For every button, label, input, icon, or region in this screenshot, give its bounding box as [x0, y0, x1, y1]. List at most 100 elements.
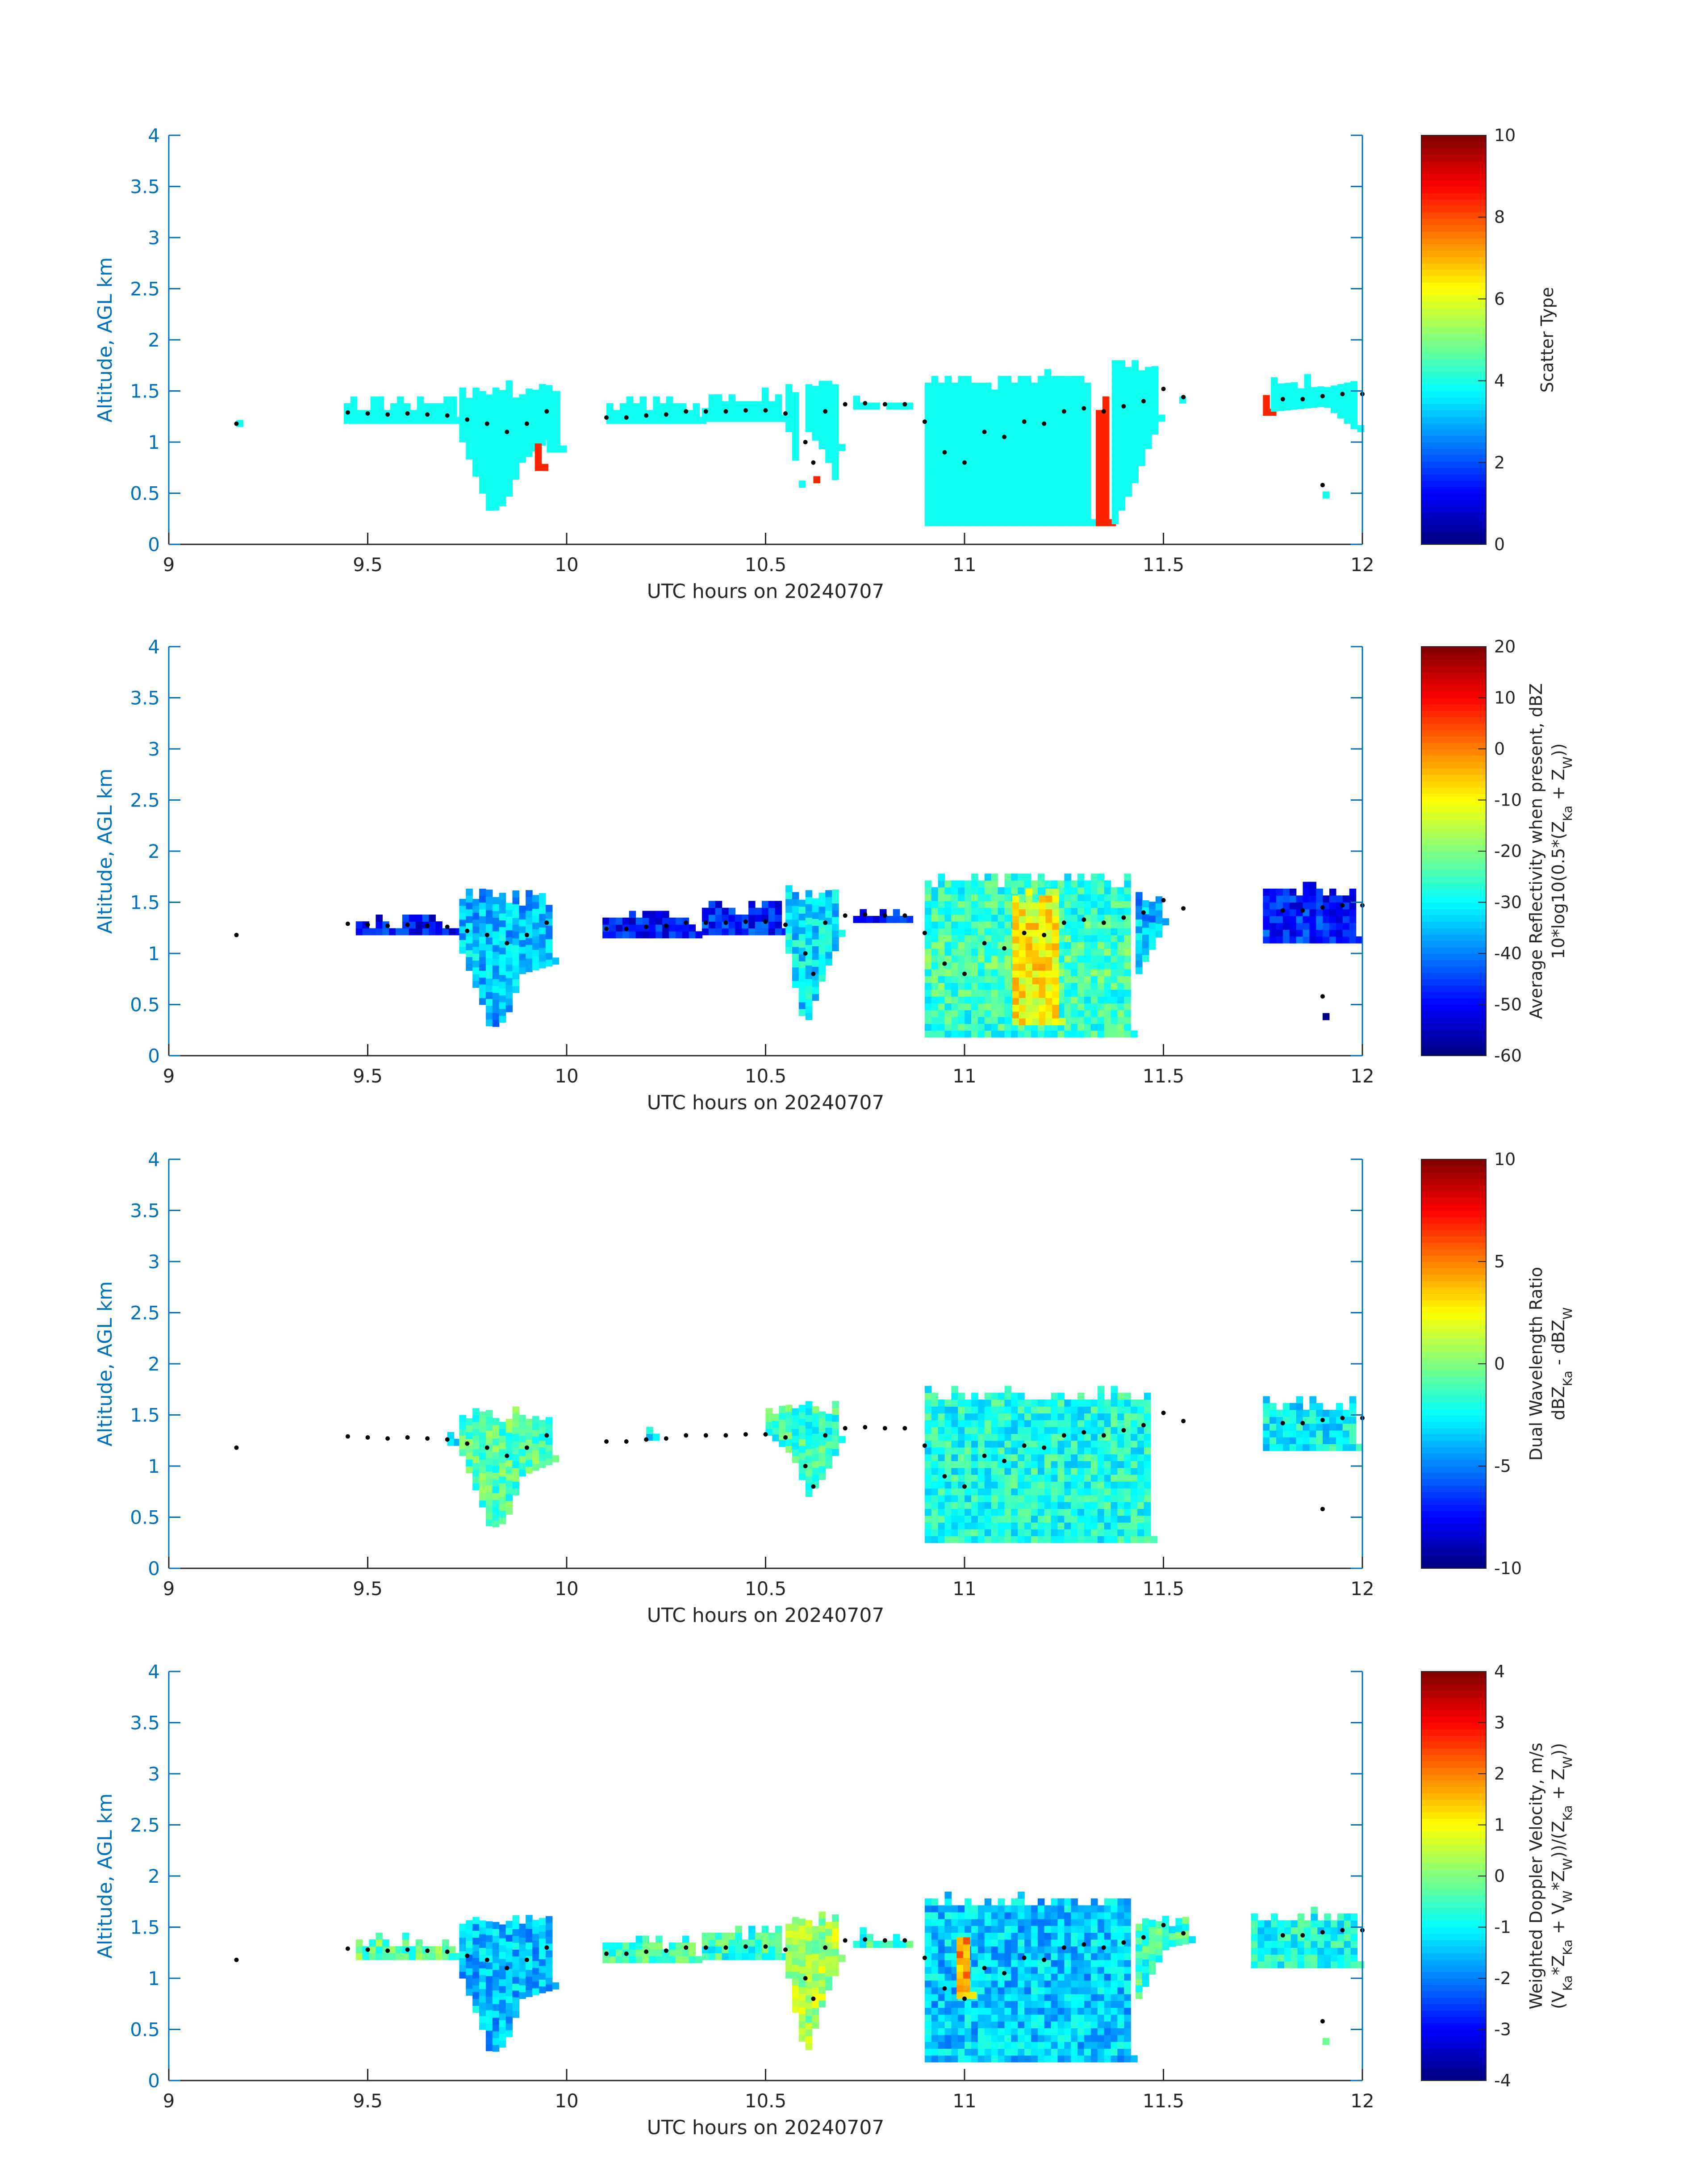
heatmap-cell	[1019, 970, 1026, 978]
heatmap-cell	[1064, 464, 1071, 472]
heatmap-cell	[1270, 929, 1277, 937]
heatmap-cell	[653, 396, 660, 404]
heatmap-cell	[977, 1017, 985, 1024]
heatmap-cell	[545, 953, 553, 960]
heatmap-cell	[924, 485, 932, 492]
heatmap-cell	[938, 478, 945, 485]
heatmap-cell	[519, 1944, 526, 1951]
heatmap-cell	[832, 930, 839, 938]
heatmap-cell	[951, 1392, 958, 1400]
heatmap-cell	[792, 419, 799, 427]
heatmap-cell	[499, 458, 506, 465]
heatmap-cell	[1331, 392, 1338, 400]
heatmap-cell	[924, 1024, 932, 1031]
heatmap-cell	[539, 1420, 546, 1427]
heatmap-cell	[924, 1495, 932, 1502]
heatmap-cell	[1138, 445, 1145, 453]
heatmap-cell	[1144, 1400, 1151, 1407]
colorbar-step	[1421, 192, 1486, 200]
heatmap-cell	[1117, 1536, 1124, 1543]
heatmap-cell	[984, 1392, 992, 1400]
heatmap-cell	[1118, 455, 1125, 463]
heatmap-cell	[479, 459, 486, 467]
heatmap-cell	[1004, 430, 1011, 438]
heatmap-cell	[971, 2021, 978, 2028]
heatmap-cell	[958, 464, 965, 472]
heatmap-cell	[1144, 1502, 1151, 1509]
heatmap-cell	[1349, 1437, 1357, 1444]
heatmap-cell	[984, 471, 992, 479]
heatmap-cell	[998, 437, 1005, 445]
colorbar-step	[1421, 870, 1486, 877]
heatmap-cell	[958, 1461, 965, 1468]
heatmap-cell	[944, 423, 952, 431]
heatmap-cell	[472, 933, 480, 940]
heatmap-cell	[1057, 1454, 1065, 1462]
cloud-base-dot	[843, 1426, 848, 1431]
heatmap-cell	[958, 1919, 965, 1926]
heatmap-cell	[512, 1413, 519, 1421]
heatmap-cell	[1064, 458, 1071, 465]
heatmap-cell	[951, 519, 958, 526]
heatmap-cell	[429, 921, 436, 929]
heatmap-cell	[485, 999, 493, 1006]
heatmap-cell	[485, 985, 493, 992]
cloud-base-dot	[823, 920, 828, 925]
cloud-base-dot	[1042, 1445, 1047, 1450]
heatmap-cell	[602, 1956, 610, 1964]
heatmap-cell	[1118, 435, 1125, 443]
colorbar-step	[1421, 1223, 1486, 1230]
heatmap-cell	[1004, 996, 1011, 1003]
heatmap-cell	[866, 1941, 873, 1948]
heatmap-cell	[532, 1416, 539, 1423]
heatmap-cell	[1032, 915, 1040, 923]
heatmap-cell	[1064, 901, 1071, 908]
heatmap-cell	[492, 1486, 500, 1493]
heatmap-cell	[1090, 1488, 1098, 1496]
heatmap-cell	[472, 1985, 480, 1993]
heatmap-cell	[1097, 996, 1105, 1003]
heatmap-cell	[965, 894, 972, 901]
heatmap-cell	[735, 1946, 742, 1954]
heatmap-cell	[977, 1508, 985, 1516]
heatmap-cell	[639, 396, 647, 404]
heatmap-cell	[492, 449, 500, 456]
heatmap-cell	[1117, 1502, 1124, 1509]
heatmap-cell	[1111, 1010, 1118, 1017]
heatmap-cell	[998, 1987, 1005, 1994]
heatmap-cell	[532, 943, 539, 950]
heatmap-cell	[512, 1935, 519, 1943]
heatmap-cell	[512, 438, 519, 446]
heatmap-cell	[635, 1949, 643, 1956]
heatmap-cell	[1077, 519, 1085, 526]
heatmap-cell	[1044, 444, 1052, 451]
heatmap-cell	[485, 1471, 493, 1479]
heatmap-cell	[1117, 1522, 1124, 1529]
colorbar-step	[1421, 998, 1486, 1005]
heatmap-cell	[370, 396, 378, 404]
heatmap-cell	[924, 403, 932, 410]
heatmap-cell	[998, 935, 1005, 942]
heatmap-cell	[1263, 936, 1270, 944]
heatmap-cell	[653, 1433, 660, 1441]
heatmap-cell	[702, 928, 709, 936]
heatmap-cell	[805, 2029, 813, 2037]
heatmap-cell	[1097, 901, 1105, 908]
colorbar-step	[1421, 960, 1486, 967]
heatmap-cell	[1131, 1461, 1138, 1468]
heatmap-cell	[519, 1456, 526, 1463]
heatmap-cell	[1077, 410, 1085, 417]
heatmap-cell	[492, 1479, 500, 1487]
heatmap-cell	[708, 907, 716, 915]
heatmap-cell	[832, 1435, 839, 1442]
heatmap-cell	[1018, 1030, 1025, 1038]
heatmap-cell	[545, 1964, 553, 1971]
cloud-base-dot	[982, 941, 987, 946]
heatmap-cell	[819, 940, 826, 948]
heatmap-cell	[1111, 442, 1119, 449]
heatmap-cell	[971, 1010, 978, 1017]
heatmap-cell	[805, 411, 813, 419]
heatmap-cell	[472, 974, 480, 981]
heatmap-cell	[819, 927, 826, 934]
heatmap-cell	[443, 396, 451, 404]
